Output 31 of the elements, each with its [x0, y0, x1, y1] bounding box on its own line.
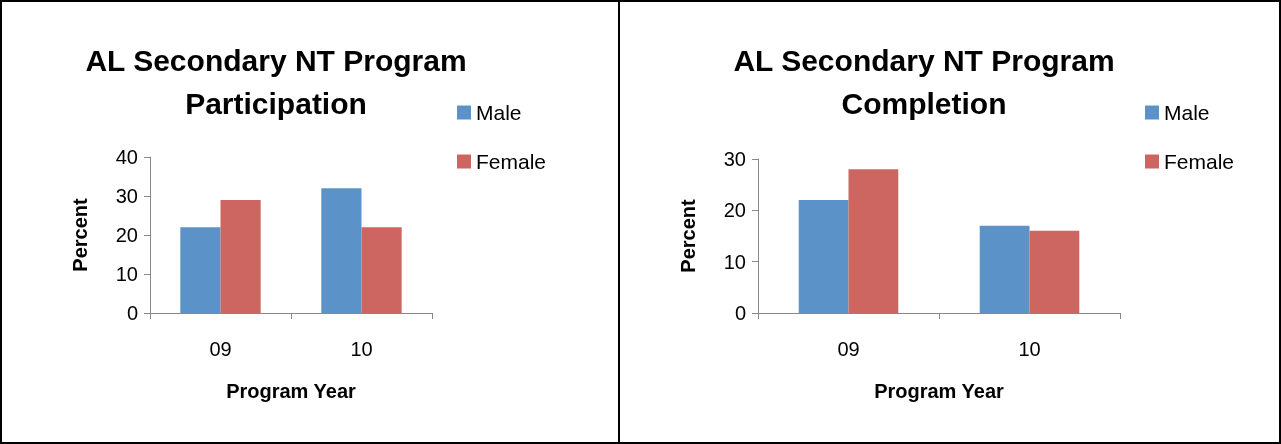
legend-label: Male — [1164, 101, 1210, 124]
x-tick-label: 10 — [350, 338, 373, 360]
bar — [848, 169, 899, 313]
chart-title: AL Secondary NT Program Participation — [85, 44, 467, 120]
legend-label: Male — [476, 101, 522, 124]
x-axis-title: Program Year — [226, 380, 357, 402]
y-tick-label: 40 — [115, 146, 138, 168]
y-tick-label: 30 — [723, 148, 746, 170]
y-tick-label: 10 — [115, 263, 138, 285]
x-axis-title: Program Year — [874, 380, 1005, 402]
bar — [1029, 230, 1080, 313]
x-tick-label: 09 — [209, 338, 232, 360]
bar — [220, 199, 261, 313]
y-tick-label: 0 — [734, 302, 746, 324]
bar — [361, 227, 402, 313]
y-tick-label: 20 — [115, 224, 138, 246]
legend-label: Female — [476, 150, 547, 173]
y-tick-label: 0 — [126, 302, 138, 324]
bar — [180, 227, 221, 313]
y-tick-label: 20 — [723, 199, 746, 222]
bar — [798, 200, 849, 313]
y-tick-label: 10 — [723, 250, 746, 273]
x-tick-label: 10 — [1018, 338, 1041, 360]
bar — [979, 225, 1030, 313]
legend-label: Female — [1164, 150, 1235, 173]
bar — [321, 188, 362, 313]
y-axis-title: Percent — [69, 197, 91, 272]
x-tick-label: 09 — [837, 338, 860, 360]
y-tick-label: 30 — [115, 185, 138, 207]
chart-title: AL Secondary NT Program Completion — [733, 44, 1115, 120]
y-axis-title: Percent — [677, 198, 699, 273]
